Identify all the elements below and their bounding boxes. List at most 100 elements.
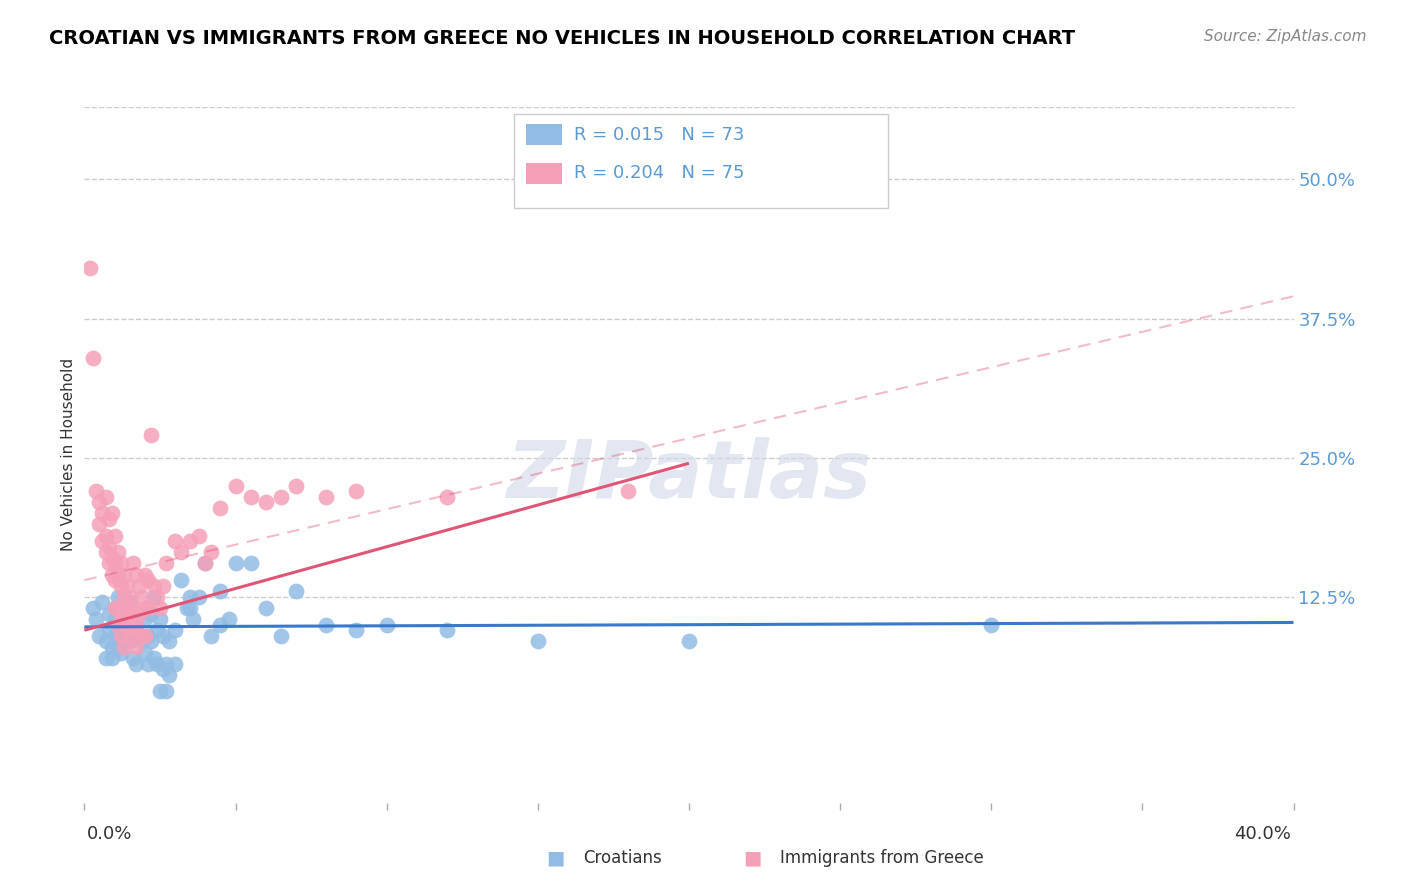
Point [155,557,177,571]
Point [110,646,132,660]
Point [980,617,1002,632]
Point [121,557,143,571]
Point [225,478,247,492]
Point [285,584,308,599]
Point [115,579,138,593]
Point [209,500,232,515]
Bar [526,162,562,184]
Point [139,607,162,621]
Point [209,617,232,632]
Point [157,634,180,648]
Point [91,595,114,609]
Point [97,512,120,526]
Point [170,545,193,559]
Point [146,657,169,671]
Text: CROATIAN VS IMMIGRANTS FROM GREECE NO VEHICLES IN HOUSEHOLD CORRELATION CHART: CROATIAN VS IMMIGRANTS FROM GREECE NO VE… [49,29,1076,47]
Point [436,490,458,504]
Point [200,545,222,559]
Point [107,601,129,615]
Point [104,629,127,643]
Point [179,601,201,615]
Text: R = 0.015   N = 73: R = 0.015 N = 73 [574,126,744,144]
Point [112,617,135,632]
Point [94,545,117,559]
Point [110,607,132,621]
Point [152,629,174,643]
Point [146,624,169,638]
Point [165,624,187,638]
Point [115,612,138,626]
Point [100,651,122,665]
Point [131,590,153,604]
Point [125,657,148,671]
Bar [526,124,562,145]
Point [110,617,132,632]
Point [128,579,150,593]
Point [136,657,159,671]
Point [100,640,122,654]
Point [527,634,550,648]
Point [149,601,172,615]
Point [115,629,138,643]
Point [86,484,108,499]
Point [97,540,120,554]
Point [118,629,141,643]
Point [104,601,127,615]
Point [112,567,135,582]
Point [131,629,153,643]
Point [136,629,159,643]
Point [118,634,141,648]
Point [100,567,122,582]
Text: ■: ■ [742,848,762,868]
Point [176,601,198,615]
Point [112,590,135,604]
Point [170,573,193,587]
Point [112,612,135,626]
Point [315,490,337,504]
Point [118,590,141,604]
Point [94,528,117,542]
Point [112,634,135,648]
Point [254,495,277,509]
Point [134,612,156,626]
Point [139,634,162,648]
Point [121,624,143,638]
Point [149,612,172,626]
Point [134,629,156,643]
Point [149,684,172,698]
Point [181,612,204,626]
Point [142,651,165,665]
Point [617,484,640,499]
Point [375,617,398,632]
Point [155,684,177,698]
Point [128,607,150,621]
Point [139,428,162,442]
Point [179,534,201,549]
Point [107,567,129,582]
Point [97,624,120,638]
Point [89,629,111,643]
Point [107,617,129,632]
Point [97,557,120,571]
Point [125,617,148,632]
Point [218,612,240,626]
Point [107,590,129,604]
Point [125,617,148,632]
Point [179,590,201,604]
Point [107,545,129,559]
Point [146,590,169,604]
Point [142,579,165,593]
Point [346,624,368,638]
Point [94,651,117,665]
Point [136,573,159,587]
Point [125,640,148,654]
Text: Source: ZipAtlas.com: Source: ZipAtlas.com [1204,29,1367,44]
Point [131,634,153,648]
Point [89,495,111,509]
Text: R = 0.204   N = 75: R = 0.204 N = 75 [574,164,745,182]
Point [110,557,132,571]
Point [89,517,111,532]
Point [285,478,308,492]
Point [239,490,262,504]
Point [270,490,292,504]
